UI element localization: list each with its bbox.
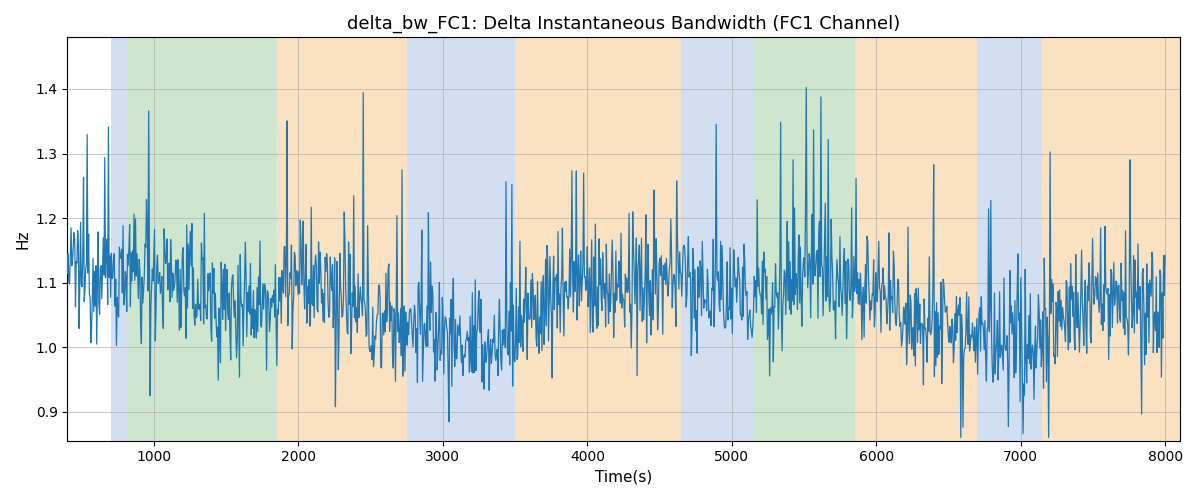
Bar xyxy=(754,38,854,440)
Bar xyxy=(407,38,457,440)
Bar xyxy=(128,38,277,440)
Y-axis label: Hz: Hz xyxy=(16,230,30,249)
Bar xyxy=(1043,38,1180,440)
Bar xyxy=(277,38,407,440)
Bar xyxy=(515,38,682,440)
Bar xyxy=(696,38,754,440)
Bar xyxy=(110,38,128,440)
Bar xyxy=(457,38,515,440)
Title: delta_bw_FC1: Delta Instantaneous Bandwidth (FC1 Channel): delta_bw_FC1: Delta Instantaneous Bandwi… xyxy=(347,15,900,34)
Bar xyxy=(977,38,1043,440)
Bar xyxy=(854,38,977,440)
Bar xyxy=(682,38,696,440)
X-axis label: Time(s): Time(s) xyxy=(595,470,652,485)
